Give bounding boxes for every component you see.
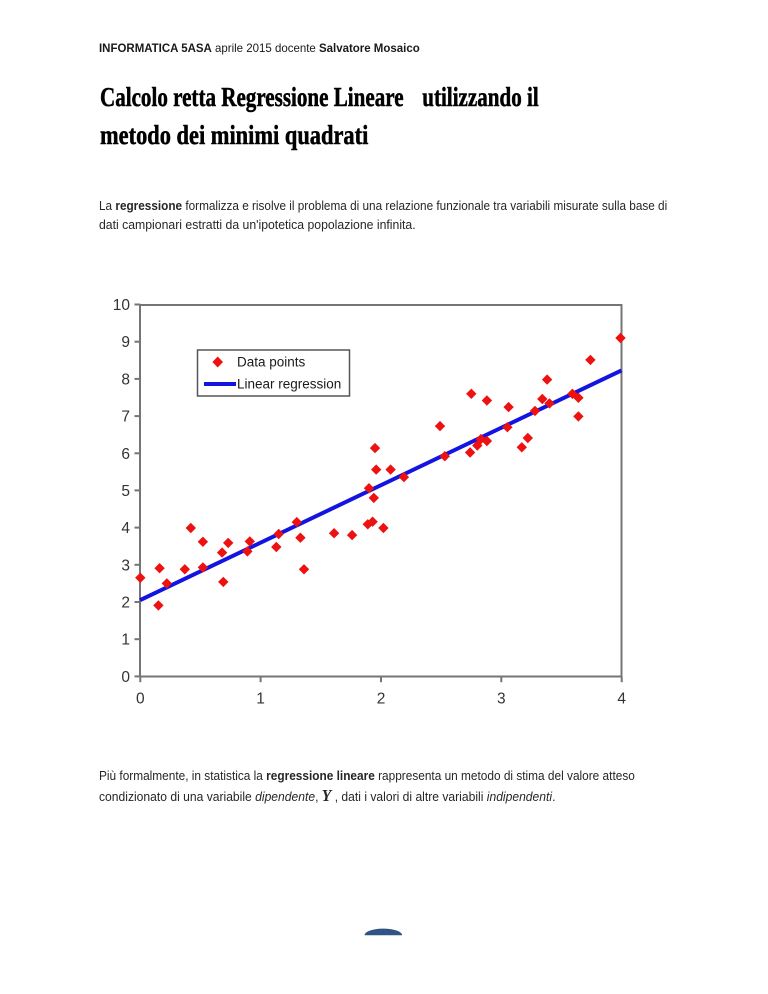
svg-text:2: 2 <box>377 691 386 708</box>
svg-text:6: 6 <box>121 446 130 463</box>
svg-text:1: 1 <box>256 691 265 708</box>
svg-text:5: 5 <box>121 483 130 500</box>
svg-text:Linear regression: Linear regression <box>237 377 341 392</box>
svg-text:4: 4 <box>121 520 130 537</box>
svg-text:0: 0 <box>121 669 130 686</box>
svg-text:9: 9 <box>121 334 130 351</box>
svg-text:1: 1 <box>121 632 130 649</box>
svg-text:7: 7 <box>121 409 130 426</box>
svg-text:0: 0 <box>136 691 145 708</box>
svg-text:10: 10 <box>113 297 131 314</box>
svg-text:8: 8 <box>121 371 130 388</box>
svg-text:3: 3 <box>497 691 506 708</box>
svg-text:4: 4 <box>617 691 626 708</box>
svg-text:2: 2 <box>121 595 130 612</box>
svg-text:Data points: Data points <box>237 355 306 370</box>
svg-text:3: 3 <box>121 557 130 574</box>
